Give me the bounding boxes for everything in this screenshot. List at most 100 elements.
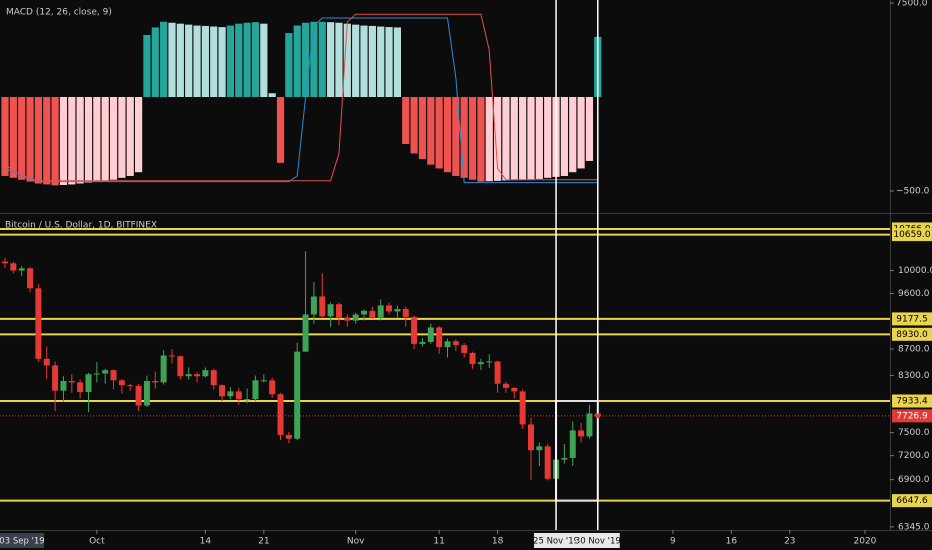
candle-body — [102, 370, 109, 374]
candle-body — [168, 355, 175, 357]
histogram-bar — [493, 97, 502, 181]
histogram-bar — [393, 27, 402, 98]
histogram-bar — [176, 23, 184, 98]
histogram-bar — [93, 97, 101, 182]
level-label: 9177.5 — [896, 314, 928, 324]
candle-body — [310, 296, 317, 315]
histogram-bar — [68, 97, 76, 185]
level-label-bg — [892, 394, 932, 408]
histogram-bar — [43, 97, 51, 185]
candle-body — [569, 430, 576, 459]
histogram-bar — [201, 25, 209, 98]
histogram-bar — [460, 97, 468, 178]
histogram-bar — [301, 22, 310, 98]
level-label-bg — [892, 228, 932, 242]
level-label-bg — [892, 327, 932, 341]
candle-body — [402, 309, 409, 317]
histogram-bar — [34, 97, 43, 184]
candle-body — [2, 261, 9, 264]
candle-body — [444, 341, 451, 348]
histogram-bar — [59, 97, 68, 185]
histogram-bar — [443, 97, 452, 173]
histogram-bar — [109, 97, 118, 180]
macd-pane: 7500.0 −500.0 — [1, 0, 930, 197]
candle-body — [578, 430, 585, 437]
candle-body — [269, 380, 276, 395]
cursor-label: 03 Sep '19 — [0, 537, 45, 547]
candle-body — [68, 381, 75, 383]
y-tick-label: 8700.0 — [898, 345, 930, 355]
histogram-bar — [26, 97, 34, 182]
candle-body — [527, 424, 534, 451]
candle-body — [427, 327, 434, 342]
histogram-bar — [293, 25, 301, 98]
candle-body — [160, 355, 167, 383]
candle-body — [519, 391, 526, 425]
histogram-bar — [151, 27, 159, 98]
y-tick-label: −500.0 — [896, 187, 930, 197]
candle-body — [27, 268, 34, 289]
candle-body — [319, 296, 326, 317]
candle-body — [235, 391, 242, 400]
candle-body — [335, 304, 342, 318]
histogram-bar — [410, 97, 418, 154]
candle-body — [18, 268, 25, 271]
candle-body — [277, 394, 284, 435]
candle-body — [419, 341, 426, 344]
histogram-bar — [427, 97, 435, 165]
histogram-bar — [251, 22, 260, 98]
candle-body — [344, 317, 351, 321]
y-tick-label: 8300.0 — [898, 371, 930, 381]
histogram-bar — [134, 97, 143, 173]
candle-body — [302, 314, 309, 352]
y-tick-label: 7500.0 — [898, 428, 930, 438]
histogram-bar — [577, 97, 585, 169]
candle-body — [194, 374, 201, 377]
histogram-bar — [9, 97, 17, 178]
histogram-bar — [285, 33, 293, 98]
y-tick-label: 7200.0 — [898, 451, 930, 461]
candle-body — [244, 399, 251, 401]
x-tick-label: 11 — [433, 537, 444, 547]
histogram-bar — [143, 34, 151, 98]
candle-body — [586, 413, 593, 437]
level-label: 10659.0 — [893, 230, 930, 240]
candle-body — [202, 370, 209, 377]
candle-body — [93, 373, 100, 375]
marker-label-bg — [534, 533, 579, 548]
candle-body — [135, 385, 142, 406]
histogram-bar — [18, 97, 26, 180]
histogram-bar — [477, 97, 485, 182]
histogram-bar — [502, 97, 510, 181]
candle-body — [369, 310, 376, 318]
candle-body — [544, 446, 551, 479]
histogram-bar — [118, 97, 126, 178]
candle-body — [260, 380, 267, 382]
histogram-bar — [76, 97, 84, 184]
candle-body — [152, 381, 159, 383]
macd-line — [4, 17, 598, 184]
histogram-bar — [318, 21, 326, 98]
candle-body — [386, 305, 393, 312]
y-tick-label: 6345.0 — [898, 522, 930, 532]
candle-body — [486, 361, 493, 363]
candle-body — [219, 385, 226, 397]
marker-label: 25 Nov '19 — [533, 537, 579, 547]
candle-body — [110, 370, 117, 381]
price-pane: 10000.0 9600.0 8700.0 8300.0 7500.0 7200.0 690… — [0, 227, 932, 547]
candle-body — [43, 358, 50, 366]
candle-body — [502, 383, 509, 388]
candle-body — [252, 380, 259, 400]
histogram-bar — [402, 97, 410, 145]
histogram-bar — [343, 23, 351, 98]
histogram-bar — [560, 97, 568, 176]
candle-body — [85, 374, 92, 393]
y-tick-label: 6900.0 — [898, 475, 930, 485]
candle-body — [461, 345, 468, 353]
histogram-bar — [468, 97, 477, 180]
histogram-bar — [101, 97, 109, 181]
histogram-bar — [327, 22, 335, 98]
candle-body — [377, 305, 384, 318]
